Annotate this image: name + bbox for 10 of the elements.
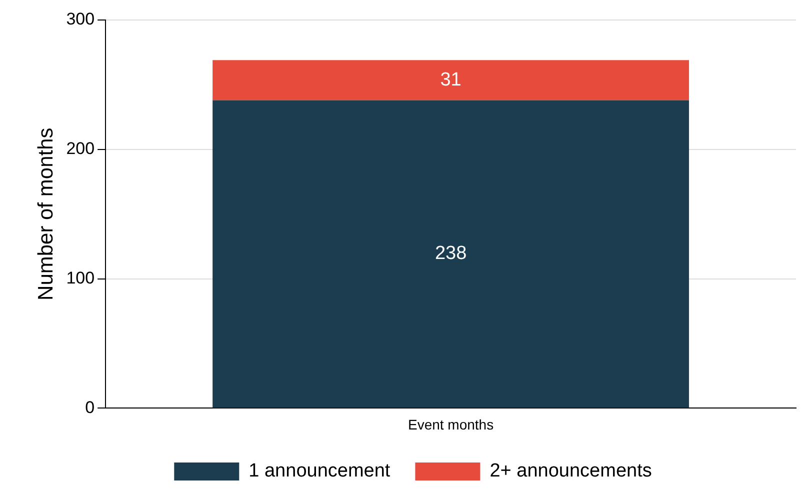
data-label: 31 (440, 69, 462, 90)
legend-label: 1 announcement (248, 460, 391, 482)
y-tick-label: 100 (66, 268, 95, 288)
data-label: 238 (434, 243, 467, 264)
y-tick-label: 0 (85, 398, 95, 417)
legend-label: 2+ announcements (490, 460, 652, 482)
y-axis-title: Number of months (34, 128, 58, 300)
y-tick-label: 200 (66, 139, 95, 158)
x-tick-label: Event months (408, 416, 494, 432)
y-tick-label: 300 (66, 10, 95, 29)
